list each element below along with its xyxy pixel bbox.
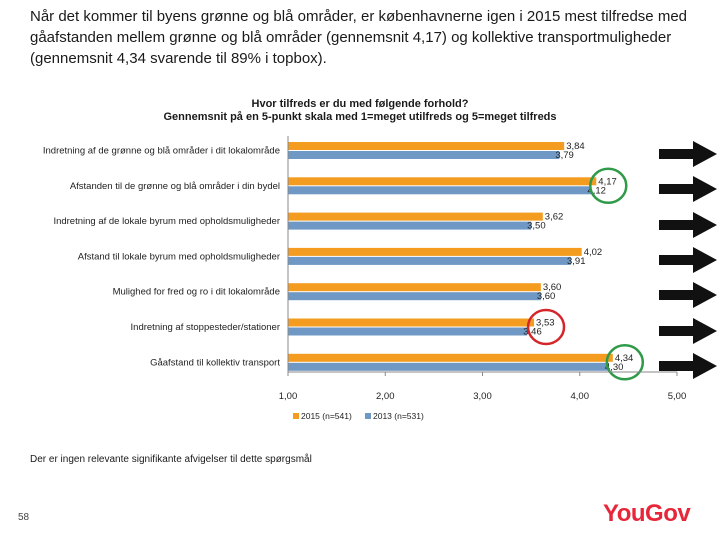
chart-title: Hvor tilfreds er du med følgende forhold…	[60, 98, 660, 124]
right-arrow-icon	[659, 246, 719, 279]
category-label: Gåafstand til kollektiv transport	[150, 357, 280, 368]
bar	[288, 221, 532, 230]
data-label: 3,84	[566, 141, 585, 152]
highlight-circle	[589, 167, 628, 205]
bar	[288, 283, 541, 292]
bar	[288, 318, 535, 327]
data-label: 4,34	[615, 353, 634, 364]
headline: Når det kommer til byens grønne og blå o…	[30, 8, 687, 67]
footnote: Der er ingen relevante signifikante afvi…	[30, 454, 312, 465]
data-label: 3,60	[543, 282, 562, 293]
data-label: 3,79	[555, 150, 574, 161]
category-label: Afstanden til de grønne og blå områder i…	[70, 181, 280, 192]
bar	[288, 142, 565, 150]
highlight-circle	[526, 308, 566, 346]
data-label: 3,53	[536, 318, 555, 329]
bar	[288, 177, 597, 186]
data-label: 3,60	[537, 291, 556, 302]
x-tick-label: 1,00	[279, 391, 298, 402]
bar	[288, 327, 528, 336]
legend-label: 2013 (n=531)	[373, 411, 424, 421]
data-label: 4,02	[584, 247, 603, 258]
chart-title-line-2: Gennemsnit på en 5-punkt skala med 1=meg…	[163, 111, 557, 123]
right-arrow-icon	[659, 175, 719, 208]
data-label: 4,30	[605, 362, 624, 373]
x-tick-label: 5,00	[668, 391, 687, 402]
data-label: 4,12	[587, 185, 606, 196]
x-tick-label: 4,00	[571, 391, 590, 402]
bar	[288, 212, 543, 221]
legend-swatch	[365, 413, 371, 419]
legend-label: 2015 (n=541)	[301, 411, 352, 421]
data-label: 3,50	[527, 221, 546, 232]
x-tick-label: 2,00	[376, 391, 395, 402]
bar	[288, 256, 571, 265]
bar	[288, 151, 560, 159]
bar	[288, 186, 592, 195]
category-label: Mulighed for fred og ro i dit lokalområd…	[113, 287, 280, 298]
bar	[288, 353, 613, 362]
right-arrow-icon	[659, 317, 719, 350]
bar	[288, 362, 609, 371]
right-arrow-icon	[659, 211, 719, 244]
category-label: Indretning af de lokale byrum med ophold…	[53, 216, 280, 227]
data-label: 3,46	[523, 327, 542, 338]
page-number: 58	[18, 512, 30, 523]
bar-chart: Indretning af de grønne og blå områder i…	[43, 136, 687, 421]
data-label: 3,91	[567, 256, 586, 267]
bar	[288, 247, 582, 256]
data-label: 3,62	[545, 212, 564, 223]
chart-title-line-1: Hvor tilfreds er du med følgende forhold…	[251, 98, 469, 110]
data-label: 4,17	[598, 176, 617, 187]
brand-logo: YouGov	[603, 500, 691, 527]
right-arrow-icon	[659, 140, 719, 173]
right-arrow-icon	[659, 352, 719, 385]
right-arrow-icon	[659, 281, 719, 314]
category-label: Indretning af de grønne og blå områder i…	[43, 146, 280, 157]
category-label: Afstand til lokale byrum med opholdsmuli…	[78, 251, 280, 262]
highlight-circle	[605, 344, 645, 381]
category-label: Indretning af stoppesteder/stationer	[131, 322, 280, 333]
bar	[288, 292, 541, 301]
x-tick-label: 3,00	[473, 391, 492, 402]
legend-swatch	[293, 413, 299, 419]
